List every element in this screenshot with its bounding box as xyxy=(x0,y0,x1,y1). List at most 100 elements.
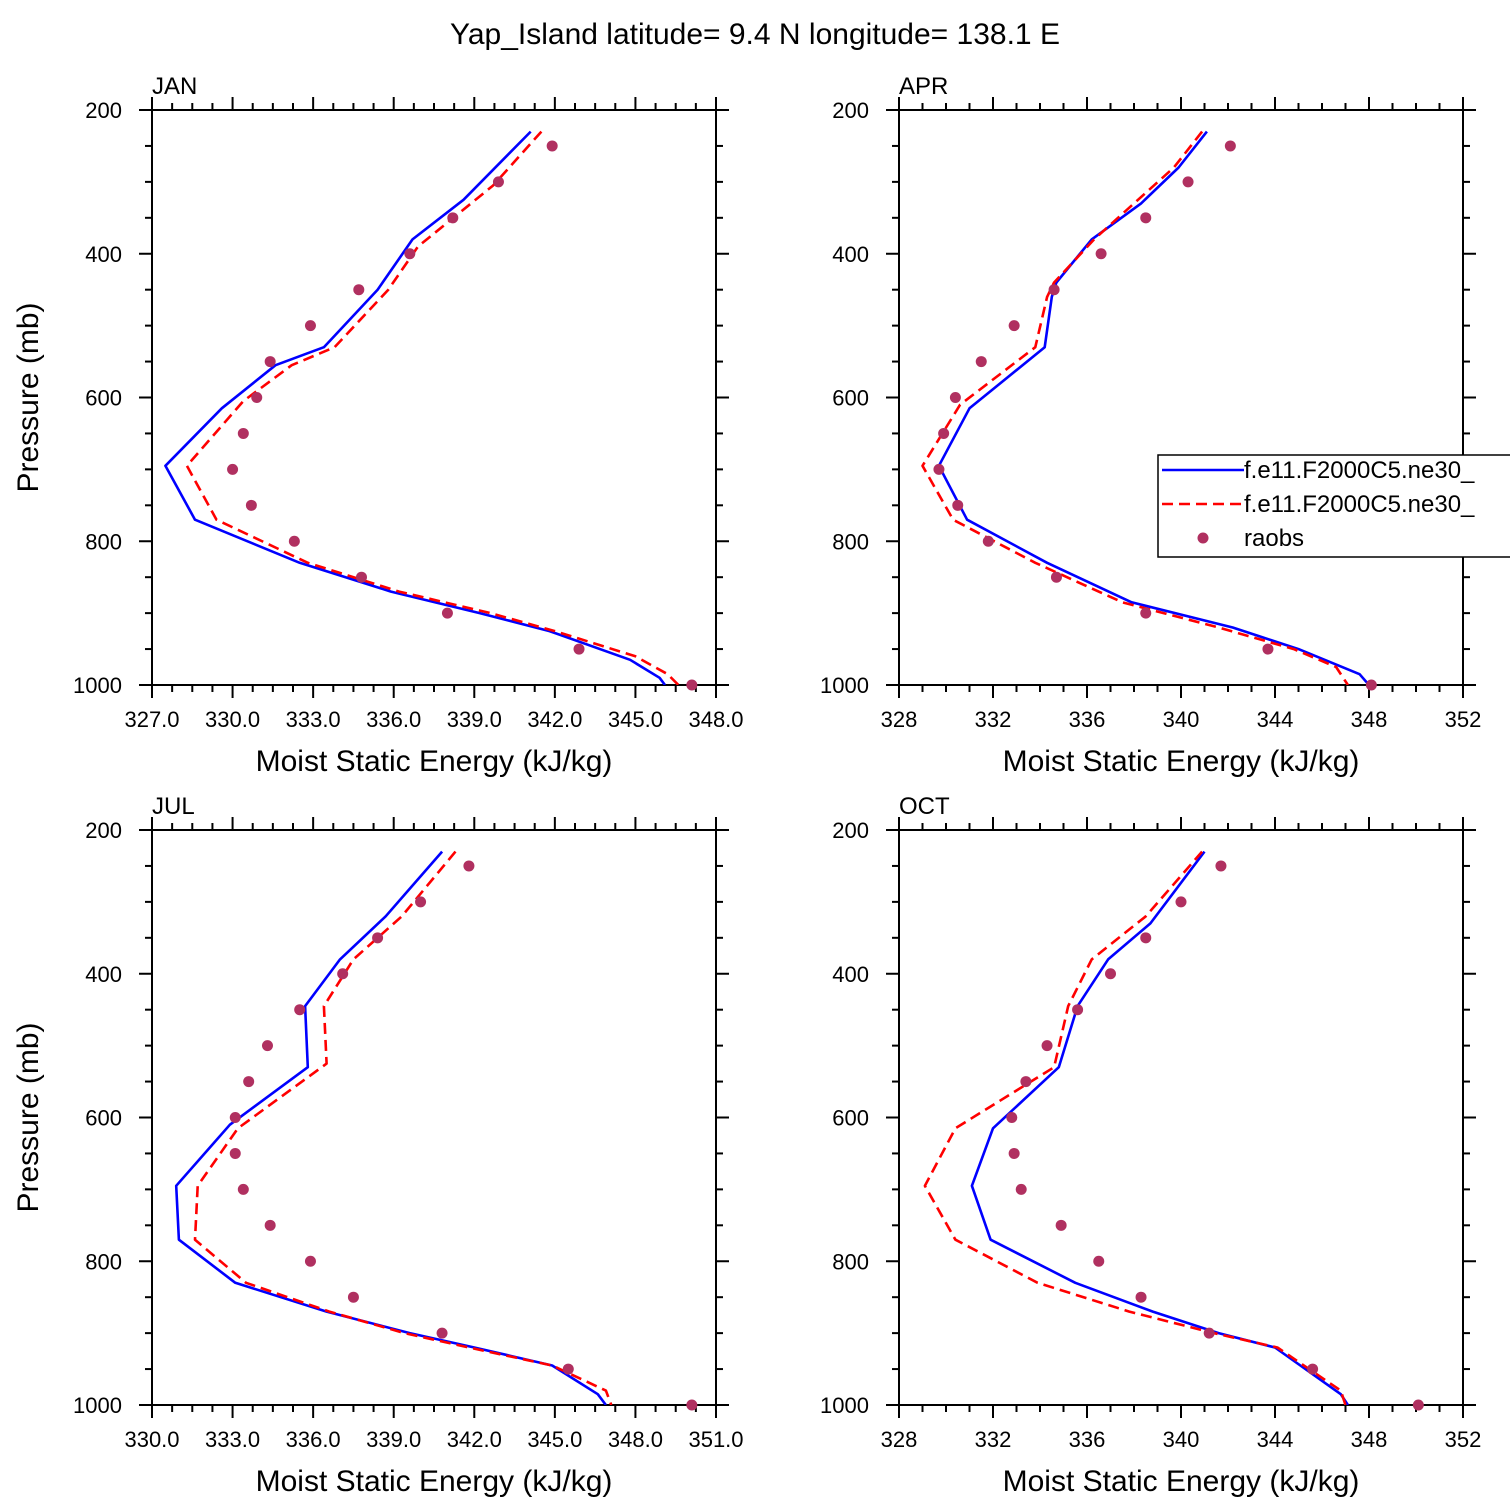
raobs-point xyxy=(229,1147,241,1159)
x-tick-label: 352 xyxy=(1445,707,1482,732)
raobs-point xyxy=(686,1399,698,1411)
raobs-point xyxy=(441,607,453,619)
y-tick-label: 600 xyxy=(832,1106,869,1131)
panel-label: JAN xyxy=(152,73,197,100)
raobs-point xyxy=(686,679,698,691)
legend-label: f.e11.F2000C5.ne30_ xyxy=(1244,491,1475,518)
legend: f.e11.F2000C5.ne30_ f.e11.F2000C5.ne30_ra… xyxy=(1157,454,1510,558)
series-line-model-1 xyxy=(174,850,607,1405)
y-tick-label: 600 xyxy=(85,386,122,411)
raobs-point xyxy=(447,212,459,224)
raobs-point xyxy=(562,1363,574,1375)
raobs-point xyxy=(245,499,257,511)
raobs-point xyxy=(938,427,950,439)
raobs-point xyxy=(1140,212,1152,224)
x-tick-label: 348 xyxy=(1351,1427,1388,1452)
raobs-point xyxy=(1140,932,1152,944)
raobs-point xyxy=(404,248,416,260)
x-tick-label: 345.0 xyxy=(608,707,663,732)
y-tick-label: 1000 xyxy=(820,1393,869,1418)
raobs-point xyxy=(294,1004,306,1016)
raobs-point xyxy=(1182,176,1194,188)
x-tick-label: 339.0 xyxy=(366,1427,421,1452)
raobs-point xyxy=(304,320,316,332)
raobs-point xyxy=(933,463,945,475)
series-line-model-2 xyxy=(185,130,680,685)
series-line-model-2 xyxy=(193,850,613,1405)
x-tick-label: 327.0 xyxy=(124,707,179,732)
y-axis-title: Pressure (mb) xyxy=(12,302,45,492)
raobs-point xyxy=(237,1183,249,1195)
y-tick-label: 1000 xyxy=(73,1393,122,1418)
legend-label: raobs xyxy=(1244,525,1304,552)
legend-marker xyxy=(1197,532,1209,544)
panel-label: OCT xyxy=(899,793,950,820)
series-line-model-2 xyxy=(923,850,1347,1405)
y-tick-label: 600 xyxy=(85,1106,122,1131)
x-tick-label: 344 xyxy=(1257,1427,1294,1452)
y-axis-title: Pressure (mb) xyxy=(12,1022,45,1212)
x-tick-label: 332 xyxy=(975,1427,1012,1452)
raobs-point xyxy=(1412,1399,1424,1411)
raobs-point xyxy=(1135,1291,1147,1303)
x-tick-label: 352 xyxy=(1445,1427,1482,1452)
x-tick-label: 336 xyxy=(1069,1427,1106,1452)
x-tick-label: 348 xyxy=(1351,707,1388,732)
panel-jan: 327.0 330.0 333.0 336.0 339.0 342.0 345.0 348.0… xyxy=(12,73,744,778)
x-tick-label: 336.0 xyxy=(286,1427,341,1452)
x-tick-label: 336 xyxy=(1069,707,1106,732)
y-tick-label: 200 xyxy=(85,98,122,123)
y-tick-label: 800 xyxy=(832,529,869,554)
x-tick-label: 330.0 xyxy=(205,707,260,732)
x-tick-label: 344 xyxy=(1257,707,1294,732)
x-tick-label: 351.0 xyxy=(688,1427,743,1452)
raobs-point xyxy=(1095,248,1107,260)
x-tick-label: 348.0 xyxy=(608,1427,663,1452)
raobs-point xyxy=(1203,1327,1215,1339)
x-tick-label: 340 xyxy=(1163,707,1200,732)
raobs-point xyxy=(1020,1076,1032,1088)
x-tick-label: 330.0 xyxy=(124,1427,179,1452)
panel-apr: 328 332 336 340 344 348 352 200 400 600 800 1000 APR… xyxy=(820,73,1481,778)
raobs-point xyxy=(355,571,367,583)
panel-oct: 328 332 336 340 344 348 352 200 400 600 800 1000 OCT… xyxy=(820,793,1481,1498)
raobs-point xyxy=(492,176,504,188)
raobs-point xyxy=(372,932,384,944)
plot-frame xyxy=(898,829,1464,1406)
raobs-point xyxy=(229,1112,241,1123)
raobs-point xyxy=(337,968,349,980)
x-axis-title: Moist Static Energy (kJ/kg) xyxy=(1003,1465,1360,1498)
x-axis-title: Moist Static Energy (kJ/kg) xyxy=(1003,745,1360,778)
raobs-point xyxy=(288,535,300,547)
panel-label: JUL xyxy=(152,793,195,820)
x-tick-label: 333.0 xyxy=(286,707,341,732)
series-line-model-1 xyxy=(937,130,1370,685)
y-tick-label: 400 xyxy=(832,242,869,267)
legend-label: f.e11.F2000C5.ne30_ xyxy=(1244,457,1475,484)
raobs-point xyxy=(975,356,987,368)
x-tick-label: 328 xyxy=(881,1427,918,1452)
raobs-point xyxy=(1041,1040,1053,1052)
raobs-point xyxy=(1006,1112,1018,1123)
raobs-point xyxy=(1215,860,1227,872)
raobs-point xyxy=(1365,679,1377,691)
raobs-point xyxy=(1008,1147,1020,1159)
x-tick-label: 332 xyxy=(975,707,1012,732)
raobs-point xyxy=(264,356,276,368)
series-line-model-1 xyxy=(164,130,667,685)
raobs-point xyxy=(1224,140,1236,152)
x-tick-label: 348.0 xyxy=(688,707,743,732)
y-tick-label: 600 xyxy=(832,386,869,411)
raobs-point xyxy=(1072,1004,1084,1016)
raobs-point xyxy=(261,1040,273,1052)
x-tick-label: 339.0 xyxy=(447,707,502,732)
x-tick-label: 333.0 xyxy=(205,1427,260,1452)
panel-label: APR xyxy=(899,73,948,100)
raobs-point xyxy=(243,1076,255,1088)
raobs-point xyxy=(1105,968,1116,980)
legend-box xyxy=(1157,454,1510,558)
y-tick-label: 1000 xyxy=(73,673,122,698)
raobs-point xyxy=(1307,1363,1319,1375)
raobs-point xyxy=(1050,571,1062,583)
